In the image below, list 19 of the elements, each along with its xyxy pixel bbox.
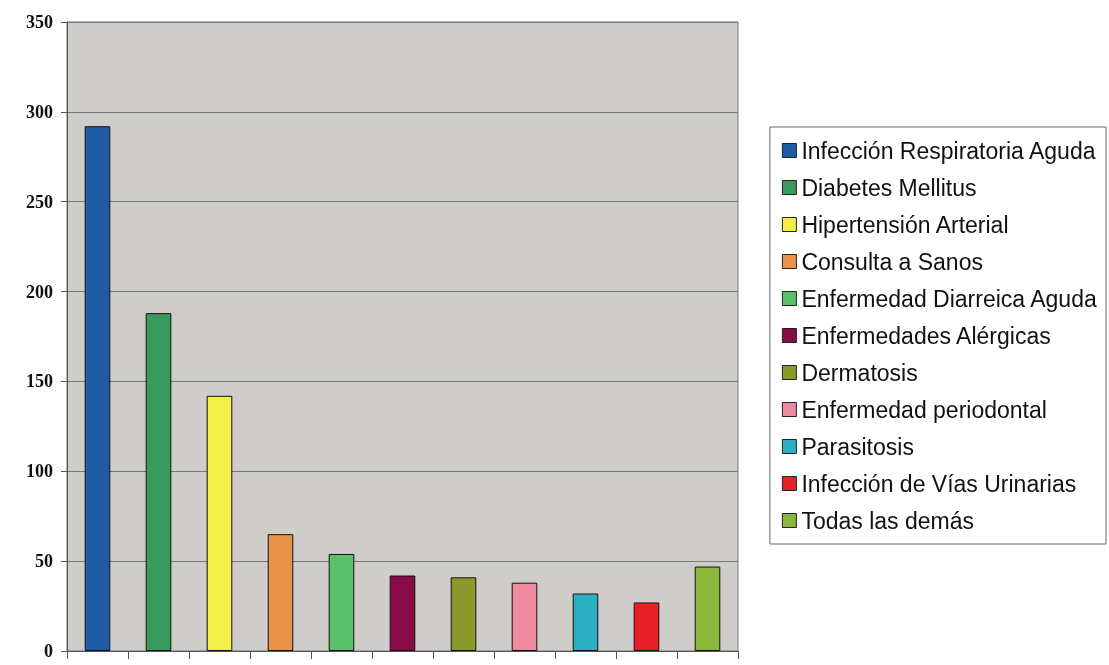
legend-label: Hipertensión Arterial [801,211,1009,238]
legend-label: Infección Respiratoria Aguda [801,137,1096,164]
y-tick-label: 150 [26,371,53,392]
y-tick-label: 350 [26,12,53,32]
y-tick-label: 300 [26,101,53,122]
legend-label: Consulta a Sanos [801,248,983,275]
legend-label: Enfermedad Diarreica Aguda [801,285,1097,312]
legend-label: Enfermedad periodontal [801,396,1047,423]
y-tick-label: 200 [26,281,53,302]
legend-label: Diabetes Mellitus [801,174,977,201]
legend-label: Infección de Vías Urinarias [801,470,1077,497]
legend-label: Todas las demás [801,507,974,534]
legend-label: Enfermedades Alérgicas [801,322,1051,349]
y-tick-label: 100 [26,461,53,482]
y-tick-label: 50 [35,551,53,572]
y-tick-label: 250 [26,191,53,212]
legend-label: Dermatosis [801,359,918,386]
legend-label: Parasitosis [801,433,914,460]
y-tick-label: 0 [44,641,53,661]
